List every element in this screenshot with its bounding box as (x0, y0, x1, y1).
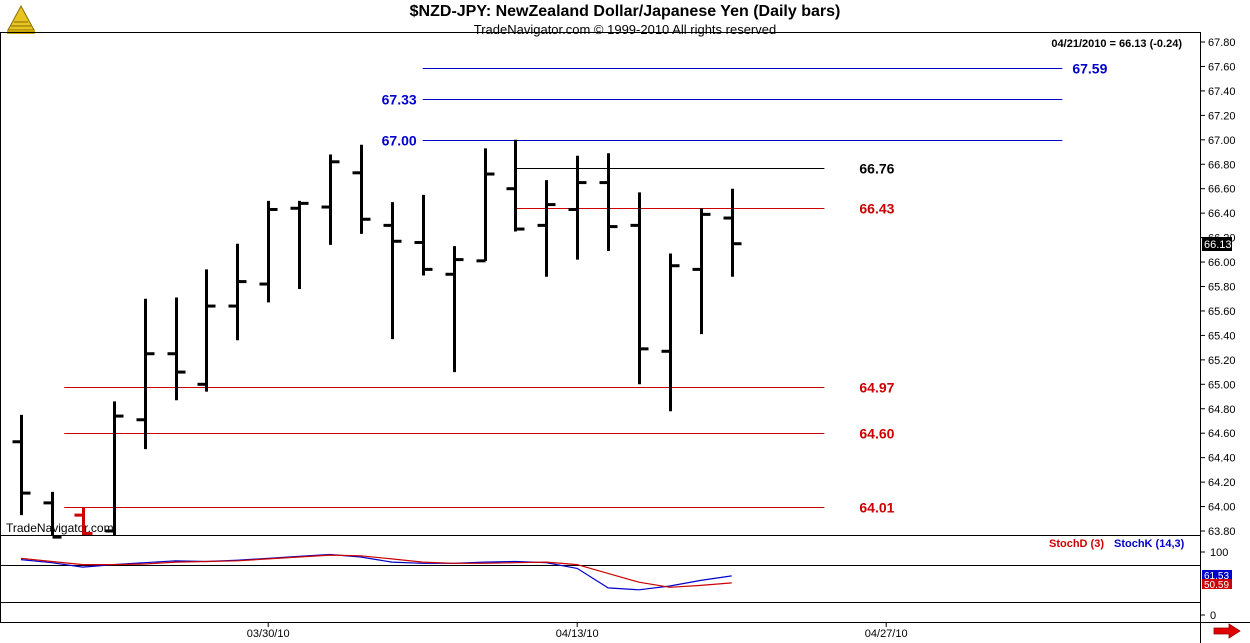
stochastic-lines (20, 553, 732, 591)
date-tick-label: 04/27/10 (865, 628, 908, 640)
price-tick-label: 67.60 (1208, 61, 1236, 73)
ohlc-bar (630, 192, 649, 385)
ohlc-bar (228, 243, 247, 341)
price-tick-label: 64.00 (1208, 502, 1236, 514)
ohlc-bars (12, 139, 742, 539)
price-tick-label: 64.80 (1208, 404, 1236, 416)
price-tick-label: 64.40 (1208, 453, 1236, 465)
legend-stochd: StochD (3) (1049, 538, 1104, 550)
price-tick-label: 66.40 (1208, 208, 1236, 220)
ohlc-bar (445, 246, 464, 373)
support-resistance-levels: 67.59 67.33 67.00 66.76 66.43 64.97 64.60 64.01 (64, 61, 1108, 516)
last-price-tag: 66.13 (1202, 237, 1232, 251)
svg-text:50.59: 50.59 (1204, 580, 1229, 591)
price-tick-label: 63.80 (1208, 526, 1236, 538)
price-axis-ticks: 67.80 67.60 67.40 67.20 67.00 66.80 66.60 66.40… (1200, 37, 1236, 538)
copyright-line: TradeNavigator.com © 1999-2010 All right… (473, 22, 777, 37)
ohlc-bar (692, 208, 711, 335)
ohlc-bar (43, 491, 62, 539)
level-label: 66.76 (859, 161, 894, 177)
series-line-stochd (20, 554, 732, 588)
level-label: 64.60 (859, 426, 894, 442)
oscillator-tick-label: 0 (1210, 610, 1216, 622)
svg-text:61.53: 61.53 (1204, 571, 1229, 582)
price-tick-label: 65.00 (1208, 379, 1236, 391)
ohlc-bar (537, 180, 556, 277)
ohlc-bar (661, 253, 680, 412)
price-tick-label: 65.40 (1208, 330, 1236, 342)
date-tick-label: 03/30/10 (247, 628, 290, 640)
price-tick-label: 64.60 (1208, 428, 1236, 440)
price-tick-label: 65.80 (1208, 282, 1236, 294)
ohlc-bar (414, 194, 433, 276)
legend-stochk: StochK (14,3) (1114, 538, 1185, 550)
ohlc-bar (383, 202, 402, 340)
ohlc-bar (167, 297, 186, 401)
ohlc-bar (506, 139, 525, 232)
price-tick-label: 67.40 (1208, 86, 1236, 98)
ohlc-bar (352, 144, 371, 234)
oscillator-readout-k: 61.53 (1202, 570, 1232, 582)
ohlc-bar (599, 153, 618, 252)
level-label: 66.43 (859, 201, 894, 217)
last-price-text: 66.13 (1204, 239, 1232, 251)
price-tick-label: 66.60 (1208, 184, 1236, 196)
series-line-stochk (20, 553, 732, 591)
watermark-text: TradeNavigator.com (6, 521, 114, 535)
date-tick-label: 04/13/10 (556, 628, 599, 640)
ohlc-bar (105, 401, 124, 535)
ohlc-bar (12, 414, 31, 516)
level-label: 67.59 (1072, 61, 1107, 77)
price-panel-frame (0, 32, 1201, 536)
ohlc-bar (259, 200, 278, 303)
ohlc-bar (290, 200, 309, 289)
ohlc-bar (197, 269, 216, 392)
ohlc-bar (74, 507, 93, 535)
price-tick-label: 66.80 (1208, 159, 1236, 171)
right-arrow-icon[interactable] (1213, 623, 1241, 639)
price-tick-label: 66.00 (1208, 257, 1236, 269)
ohlc-bar (568, 155, 587, 260)
chart-title: $NZD-JPY: NewZealand Dollar/Japanese Yen… (409, 3, 841, 20)
level-label: 64.01 (859, 500, 894, 516)
ohlc-bar (136, 298, 155, 450)
ohlc-bar (321, 154, 340, 245)
oscillator-readout-d: 50.59 (1202, 579, 1232, 591)
price-tick-label: 67.80 (1208, 37, 1236, 49)
oscillator-panel-frame (0, 535, 1201, 623)
quote-readout: 04/21/2010 = 66.13 (-0.24) (1051, 38, 1182, 50)
oscillator-reference-lines (0, 565, 1200, 603)
level-label: 67.00 (382, 133, 417, 149)
date-axis-ticks: 03/30/10 04/13/10 04/27/10 (247, 622, 908, 640)
price-tick-label: 64.20 (1208, 477, 1236, 489)
ohlc-bar (723, 188, 742, 277)
price-tick-label: 65.20 (1208, 355, 1236, 367)
price-tick-label: 67.00 (1208, 135, 1236, 147)
price-tick-label: 67.20 (1208, 110, 1236, 122)
price-tick-label: 65.60 (1208, 306, 1236, 318)
oscillator-axis-ticks: 100 0 (1200, 547, 1228, 622)
ohlc-bar (476, 148, 495, 263)
oscillator-tick-label: 100 (1210, 547, 1228, 559)
level-label: 64.97 (859, 380, 894, 396)
level-label: 67.33 (382, 92, 417, 108)
